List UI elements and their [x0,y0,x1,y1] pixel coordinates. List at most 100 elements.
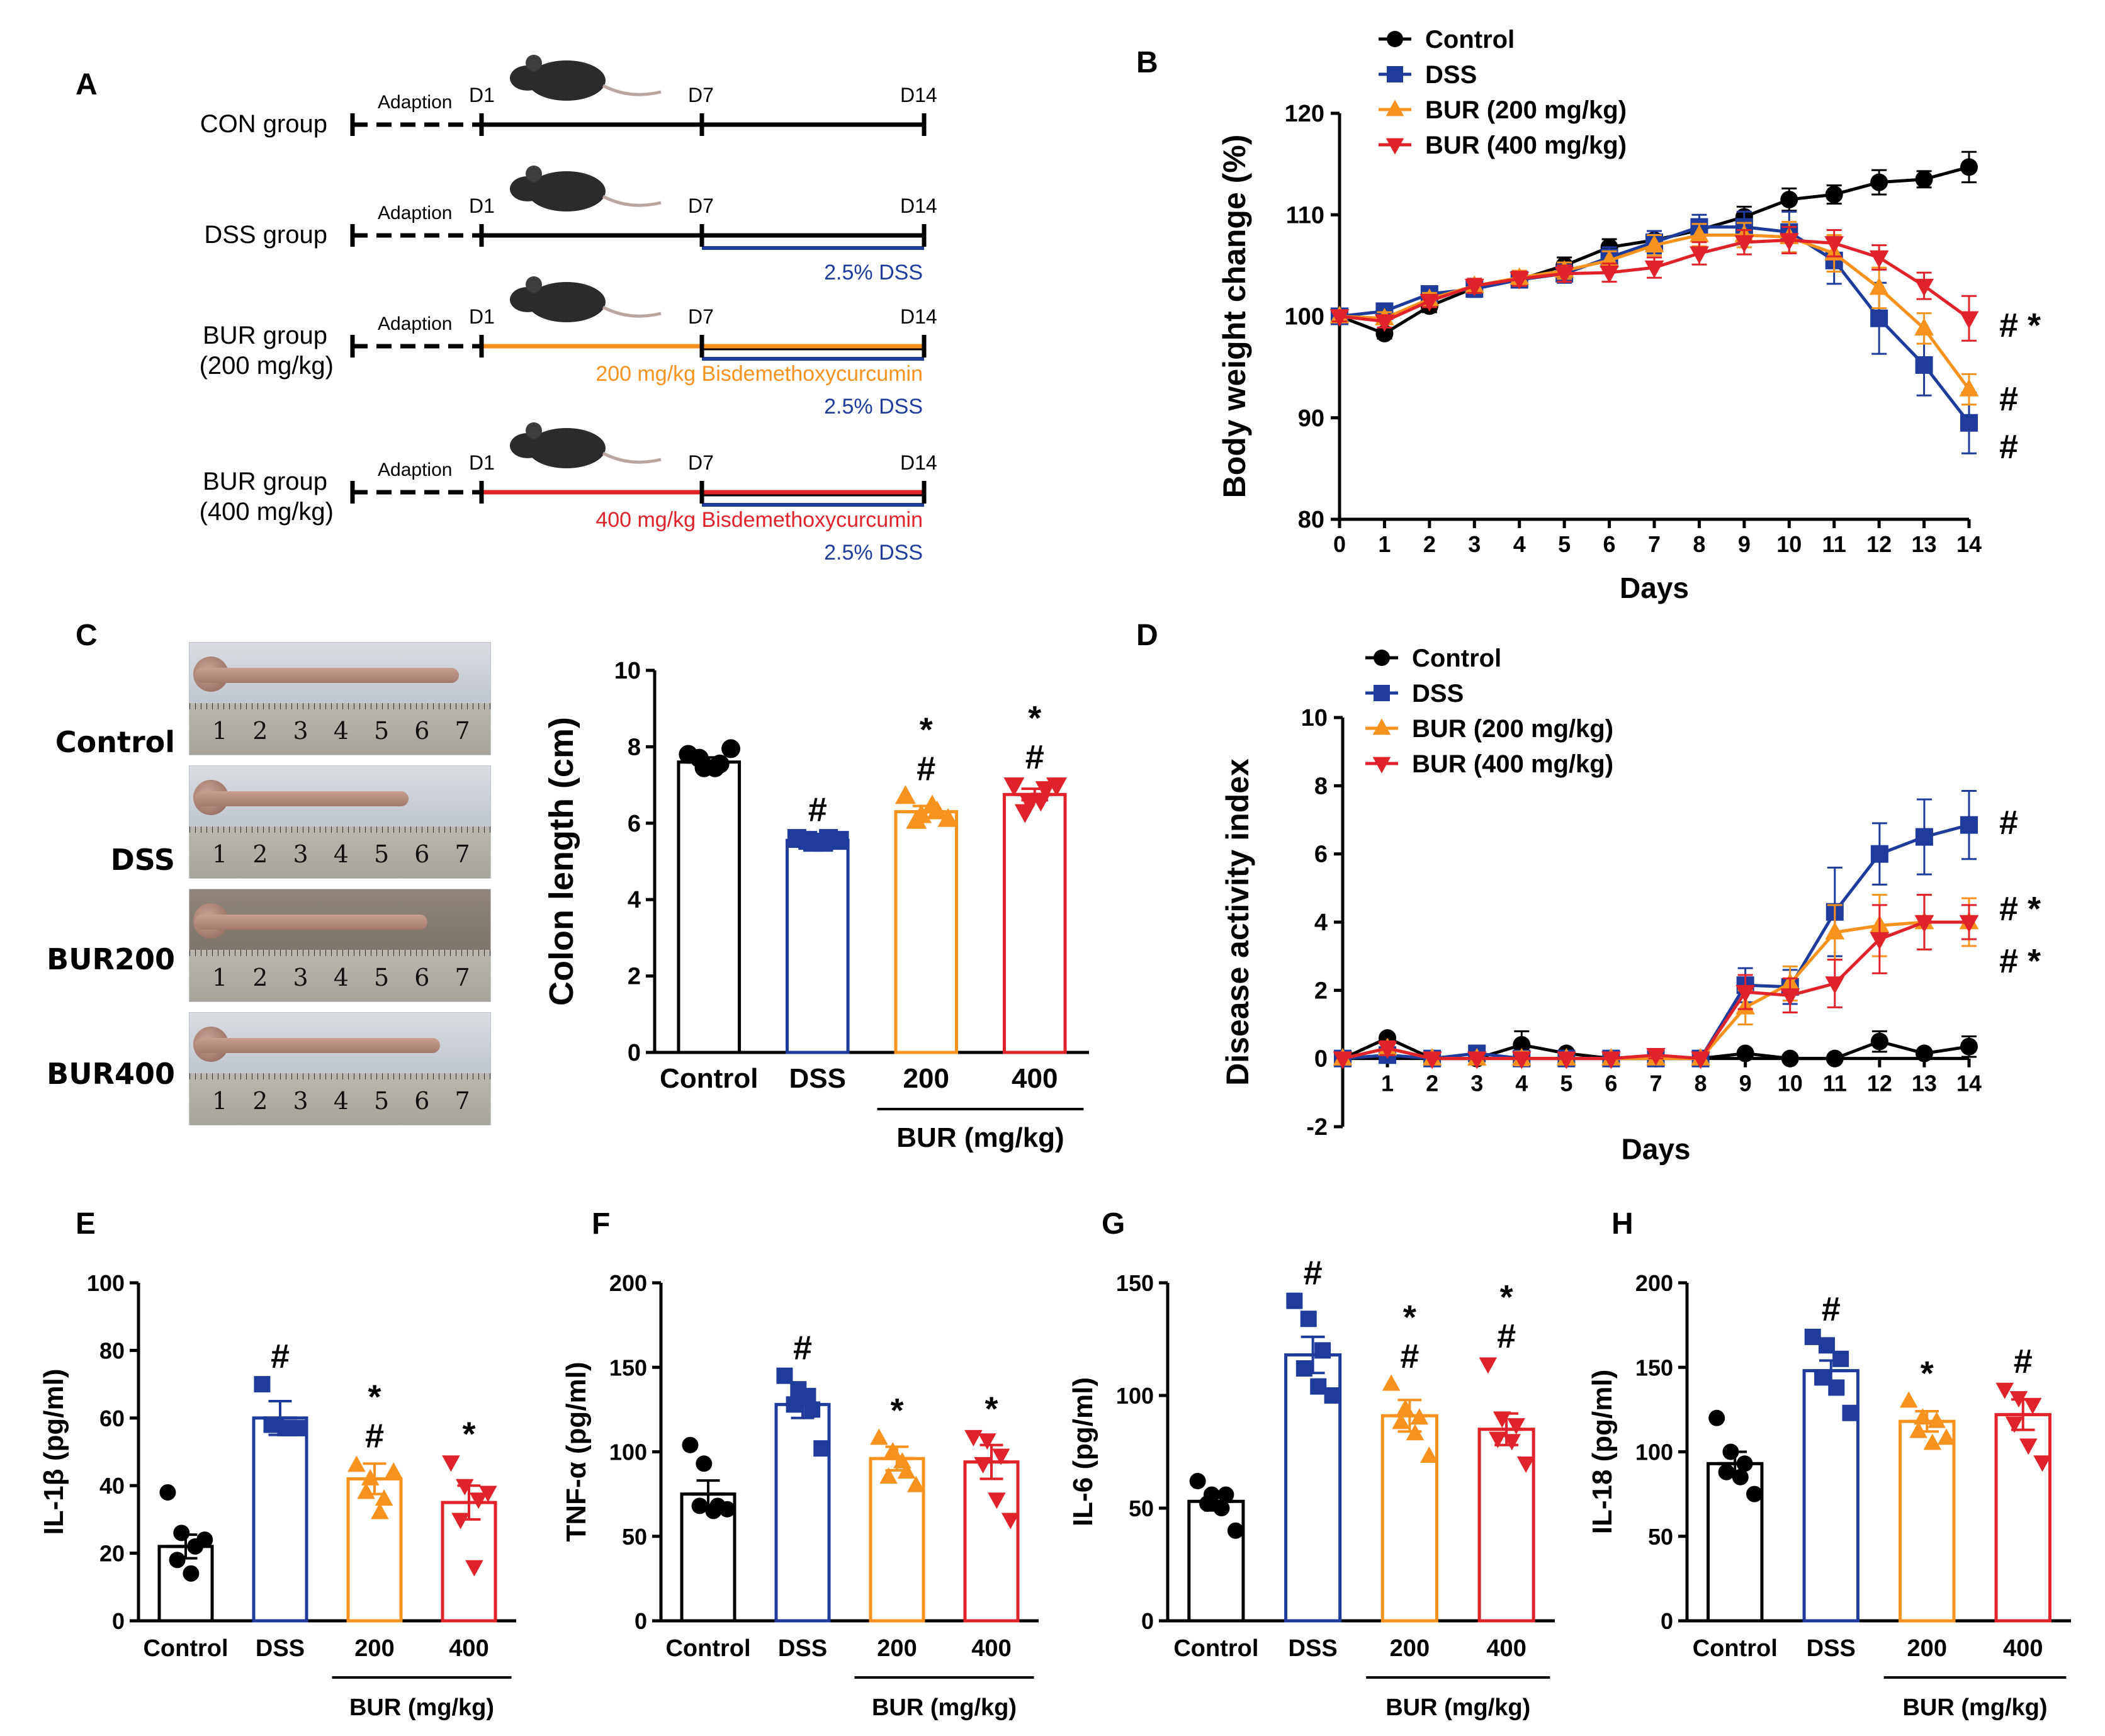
legend-marker [1387,31,1403,47]
y-tick-label: 0 [635,1608,647,1634]
y-tick-label: 50 [1129,1496,1154,1521]
data-point [1410,1408,1429,1425]
x-tick-label: 400 [449,1635,488,1662]
data-point [974,1457,992,1474]
day-label: D14 [900,194,937,217]
data-point [1915,828,1933,846]
day-label: D7 [688,305,714,328]
data-point [1995,1382,2014,1399]
data-point [1780,988,1800,1006]
legend-marker [1385,99,1404,116]
mouse-head [510,433,545,458]
mouse-icon [510,55,662,101]
adaption-label: Adaption [378,459,452,480]
panel-label-a: A [76,68,98,101]
legend-marker [1372,757,1391,774]
treatment-label: 200 mg/kg Bisdemethoxycurcumin [595,362,923,386]
data-point [1510,271,1530,290]
x-tick-label: Control [665,1635,750,1662]
data-point [1464,278,1484,296]
colon-photo-bur200: 1 2 3 4 5 6 7 8 9 [189,889,491,1002]
legend-label: BUR (400 mg/kg) [1425,132,1627,159]
colon-photo-control: 1 2 3 4 5 6 7 8 9 [189,642,491,755]
y-tick-label: 100 [1635,1440,1673,1465]
mouse-body [528,428,606,468]
y-axis-label: IL-6 (pg/ml) [1068,1377,1098,1526]
significance-mark: # [365,1417,384,1455]
x-tick-label: 3 [1470,1071,1483,1096]
data-point [2009,1391,2028,1408]
data-point [1295,1360,1312,1377]
data-point [1781,1049,1799,1068]
data-point [173,1525,190,1542]
data-point [870,1428,888,1445]
mouse-head [510,176,545,201]
group-label: BUR (mg/kg) [896,1122,1064,1153]
data-point [469,1492,488,1509]
y-tick-label: 110 [1286,202,1324,228]
group-name: DSS group [204,221,327,249]
significance-mark: # * [1999,307,2041,344]
panel-label-g: G [1102,1207,1125,1241]
data-point [1960,414,1978,432]
data-point [1030,792,1051,812]
significance-mark: # [1497,1317,1516,1355]
y-tick-label: 50 [622,1524,647,1550]
significance-mark: # [1025,738,1044,776]
ruler-numbers: 1 2 3 4 5 6 7 8 9 [212,964,490,992]
bar [1994,1412,2051,1623]
data-point [1814,1369,1831,1386]
x-tick-label: 200 [1390,1635,1430,1662]
significance-mark: * [368,1378,381,1416]
data-point [1780,191,1798,209]
data-point [1644,234,1664,252]
data-point [1516,1457,1535,1473]
data-point [1960,816,1978,834]
data-point [689,748,709,768]
colon-photo-labels: Control DSS BUR200 BUR400 [47,725,175,1091]
legend-marker [1385,138,1404,155]
significance-mark: * [462,1416,475,1453]
bar [894,810,959,1054]
y-tick-label: 0 [112,1608,125,1634]
data-point [1001,1513,1020,1530]
mouse-tail [602,84,662,96]
y-tick-label: 8 [1314,773,1328,799]
y-tick-label: 200 [1635,1270,1673,1296]
panel-label-e: E [76,1207,96,1241]
x-tick-label: 1 [1381,1071,1394,1096]
data-point [691,1497,708,1514]
data-point [1915,1044,1933,1062]
panel-label-h: H [1611,1207,1634,1241]
data-point [1870,309,1888,327]
x-axis-label: Days [1620,572,1689,604]
data-point [455,1479,474,1496]
mouse-tail [602,194,662,207]
data-point [1870,1032,1888,1051]
colon-photo-panel: 1 2 3 4 5 6 7 8 9 1 2 3 4 5 6 7 8 9 1 2 … [189,642,491,1127]
y-axis-label: IL-1β (pg/ml) [38,1369,69,1535]
legend-label: BUR (400 mg/kg) [1412,750,1613,778]
data-point [1735,984,1756,1003]
data-point [1869,250,1889,268]
y-tick-label: 4 [628,887,641,913]
data-point [277,1419,294,1436]
x-tick-label: 4 [1513,531,1526,557]
data-point [937,808,959,827]
data-point [1507,1418,1525,1435]
y-tick-label: 200 [609,1270,647,1296]
x-tick-label: 2 [1423,531,1436,557]
panel-label-b: B [1136,46,1158,79]
data-point [1914,278,1934,296]
significance-mark: * [1921,1355,1934,1392]
data-point [1826,1049,1844,1068]
y-tick-label: 6 [1314,842,1328,868]
data-point [1736,1455,1753,1472]
data-point [371,1502,389,1519]
data-point [776,1367,793,1384]
data-point [478,1485,497,1502]
x-tick-label: 7 [1648,531,1661,557]
mouse-body [528,171,606,211]
